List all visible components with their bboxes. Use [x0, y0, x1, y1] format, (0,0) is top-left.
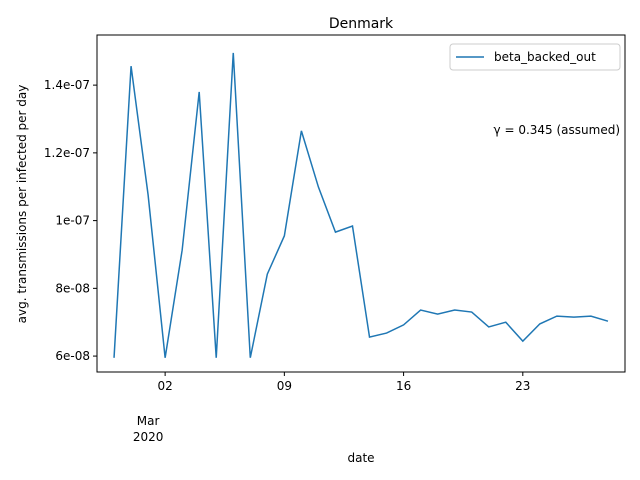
plot-frame: [96, 34, 626, 373]
annotation: γ = 0.345 (assumed): [494, 123, 620, 137]
x-month-label: Mar: [137, 414, 160, 428]
x-year-label: 2020: [133, 430, 164, 444]
legend-box: [449, 43, 621, 71]
legend-label: beta_backed_out: [494, 50, 596, 64]
x-tick-label: 09: [277, 379, 292, 393]
x-tick-label: 16: [396, 379, 411, 393]
x-axis-label: date: [347, 451, 374, 465]
chart-title: Denmark: [329, 16, 394, 32]
y-axis-label: avg. transmissions per infected per day: [15, 85, 29, 324]
y-tick-label: 1.4e-07: [44, 78, 90, 92]
x-tick-label: 23: [515, 379, 530, 393]
y-tick-label: 1e-07: [55, 214, 90, 228]
y-tick-label: 8e-08: [55, 281, 90, 295]
x-tick-label: 02: [157, 379, 172, 393]
line: [113, 52, 609, 358]
y-tick-label: 1.2e-07: [44, 146, 90, 160]
y-tick-label: 6e-08: [55, 349, 90, 363]
